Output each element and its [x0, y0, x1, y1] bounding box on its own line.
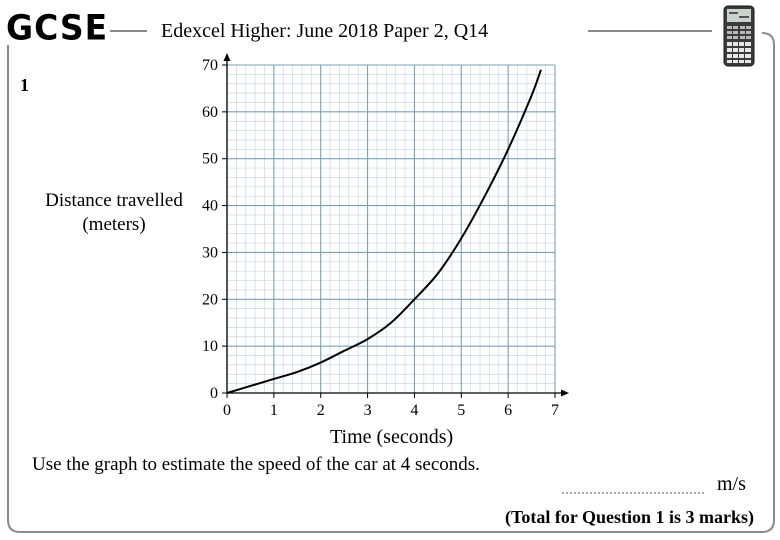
- y-axis-label: Distance travelled (meters): [14, 189, 214, 237]
- total-marks: (Total for Question 1 is 3 marks): [504, 507, 754, 527]
- page-title: Edexcel Higher: June 2018 Paper 2, Q14: [161, 20, 489, 42]
- x-tick-label: 2: [317, 402, 325, 419]
- answer-line[interactable]: [562, 492, 704, 494]
- x-tick-label: 3: [364, 402, 372, 419]
- x-tick-label: 4: [410, 402, 418, 419]
- y-tick-label: 10: [202, 338, 218, 355]
- distance-curve: [226, 69, 542, 394]
- y-tick-label: 30: [202, 244, 218, 261]
- x-tick-label: 6: [504, 402, 512, 419]
- y-tick-label: 50: [202, 151, 218, 168]
- y-axis-label-line-2: (meters): [82, 214, 146, 235]
- y-axis-arrow: [223, 53, 231, 61]
- minor-grid: [227, 65, 555, 393]
- y-tick-label: 70: [202, 57, 218, 74]
- y-tick-label: 60: [202, 104, 218, 121]
- axes: [223, 53, 569, 397]
- question-number: 1: [20, 75, 29, 95]
- y-tick-label: 0: [210, 385, 218, 402]
- x-tick-label: 5: [457, 402, 465, 419]
- gcse-logo: GCSE: [6, 6, 109, 48]
- x-tick-label: 1: [270, 402, 278, 419]
- y-tick-label: 40: [202, 198, 218, 215]
- x-tick-label: 0: [223, 402, 231, 419]
- calculator-icon: [723, 5, 755, 67]
- y-axis-label-line-1: Distance travelled: [45, 190, 183, 211]
- x-axis-label: Time (seconds): [330, 426, 454, 448]
- x-axis-arrow: [561, 389, 569, 397]
- answer-units: m/s: [717, 473, 746, 495]
- major-grid: [226, 64, 556, 394]
- y-tick-label: 20: [202, 291, 218, 308]
- question-text: Use the graph to estimate the speed of t…: [32, 454, 480, 475]
- x-tick-label: 7: [551, 402, 559, 419]
